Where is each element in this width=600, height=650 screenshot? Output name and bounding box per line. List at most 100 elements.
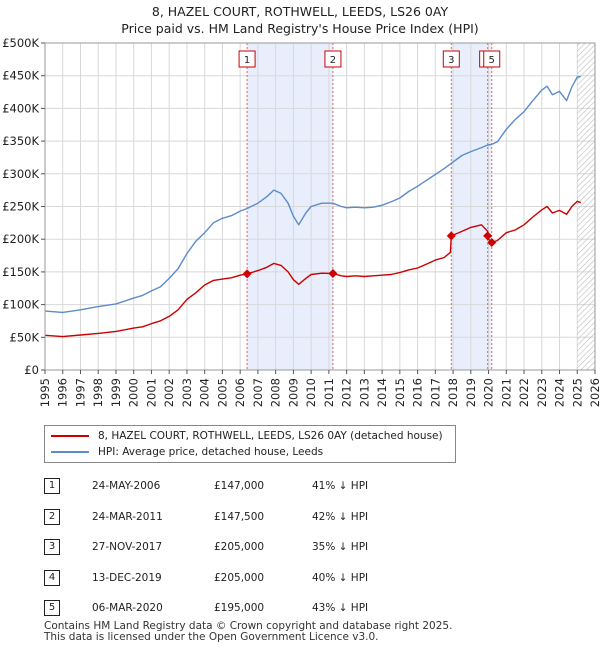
x-tick-label: 2024 [553, 378, 567, 407]
forecast-hatch [577, 43, 595, 370]
sale-2-label: 2 [330, 55, 336, 66]
legend-item-hpi: HPI: Average price, detached house, Leed… [45, 444, 323, 460]
transaction-price: £147,000 [214, 480, 265, 492]
footer: Contains HM Land Registry data © Crown c… [44, 621, 452, 643]
y-tick-label: £200K [2, 232, 39, 246]
transaction-date: 27-NOV-2017 [92, 541, 163, 553]
y-tick-label: £400K [2, 101, 39, 115]
transaction-row: 2 24-MAR-2011 £147,500 42% ↓ HPI [44, 507, 544, 527]
transaction-hpi-diff: 35% ↓ HPI [312, 541, 369, 553]
legend-label-property: 8, HAZEL COURT, ROTHWELL, LEEDS, LS26 0A… [98, 430, 443, 442]
x-tick-label: 2021 [499, 378, 513, 407]
x-tick-label: 2013 [357, 378, 371, 407]
x-tick-label: 1996 [56, 378, 70, 407]
legend-swatch-property [51, 435, 89, 437]
legend: 8, HAZEL COURT, ROTHWELL, LEEDS, LS26 0A… [44, 425, 456, 463]
transaction-hpi-diff: 42% ↓ HPI [312, 510, 369, 523]
chart-title: 8, HAZEL COURT, ROTHWELL, LEEDS, LS26 0A… [151, 4, 449, 19]
legend-label-hpi: HPI: Average price, detached house, Leed… [98, 446, 324, 458]
x-tick-label: 2008 [269, 378, 283, 407]
transaction-price: £195,000 [214, 602, 265, 614]
x-tick-label: 2022 [517, 378, 531, 407]
sale-3-marker [446, 231, 456, 241]
transaction-date: 13-DEC-2019 [92, 571, 162, 584]
x-tick-label: 2015 [393, 378, 407, 407]
x-tick-label: 2017 [428, 378, 442, 407]
sale-3-label: 3 [448, 55, 454, 66]
x-tick-label: 1999 [109, 378, 123, 407]
y-tick-label: £150K [2, 265, 39, 279]
x-tick-label: 2009 [286, 378, 300, 407]
forecast-region [577, 43, 595, 370]
x-tick-label: 2018 [446, 378, 460, 407]
sale-2-label-box [324, 50, 342, 68]
x-tick-label: 1995 [38, 378, 52, 407]
transaction-hpi-diff: 41% ↓ HPI [312, 480, 369, 492]
footer-line-1: Contains HM Land Registry data © Crown c… [44, 620, 453, 632]
x-tick-label: 2014 [375, 378, 389, 407]
x-tick-label: 2019 [464, 378, 478, 407]
transaction-date: 06-MAR-2020 [92, 602, 163, 614]
x-tick-label: 2001 [144, 378, 158, 407]
x-tick-label: 2025 [570, 378, 584, 407]
transaction-number: 1 [44, 478, 60, 494]
sale-1-label: 1 [244, 55, 250, 66]
sale-labels: 12345 [238, 50, 501, 68]
y-tick-label: £300K [2, 167, 39, 181]
series-lines [44, 75, 582, 338]
sale-1-marker [242, 269, 252, 279]
sale-5-label: 5 [489, 55, 495, 66]
x-tick-label: 2002 [162, 378, 176, 407]
sale-2-marker [328, 269, 338, 279]
sale-3-label-box [442, 50, 460, 68]
x-tick-label: 2016 [411, 378, 425, 407]
transaction-number: 5 [44, 600, 60, 616]
legend-item-property: 8, HAZEL COURT, ROTHWELL, LEEDS, LS26 0A… [45, 428, 443, 444]
sale-5-marker [487, 237, 497, 247]
x-tick-label: 2004 [198, 378, 212, 407]
transaction-price: £147,500 [214, 510, 265, 523]
hpi-line [44, 75, 581, 314]
transaction-date: 24-MAR-2011 [92, 510, 163, 523]
legend-swatch-hpi [51, 451, 89, 453]
gridlines [44, 42, 596, 371]
x-tick-label: 2012 [340, 378, 354, 407]
y-tick-label: £100K [2, 298, 39, 312]
x-tick-label: 2006 [233, 378, 247, 407]
price-chart: 12345 £0£50K£100K£150K£200K£250K£300K£35… [2, 36, 600, 407]
y-tick-label: £350K [2, 134, 39, 148]
y-tick-label: £0 [24, 363, 39, 377]
transaction-hpi-diff: 43% ↓ HPI [312, 602, 369, 614]
property-price-line [44, 200, 582, 338]
transaction-row: 1 24-MAY-2006 £147,000 41% ↓ HPI [44, 476, 544, 496]
x-tick-label: 2011 [322, 378, 336, 407]
transaction-hpi-diff: 40% ↓ HPI [312, 571, 369, 584]
y-tick-label: £50K [10, 330, 40, 344]
x-tick-label: 1997 [73, 378, 87, 407]
sale-date-lines [246, 43, 493, 370]
y-tick-label: £250K [2, 200, 39, 214]
transaction-date: 24-MAY-2006 [92, 480, 161, 492]
x-tick-label: 2007 [251, 378, 265, 407]
sale-markers [242, 231, 497, 279]
x-tick-label: 2023 [535, 378, 549, 407]
x-tick-label: 2026 [588, 378, 600, 407]
x-tick-label: 2010 [304, 378, 318, 407]
x-tick-label: 1998 [91, 378, 105, 407]
transaction-row: 3 27-NOV-2017 £205,000 35% ↓ HPI [44, 537, 544, 557]
sale-5-label-box [483, 50, 501, 68]
transaction-row: 4 13-DEC-2019 £205,000 40% ↓ HPI [44, 568, 544, 588]
chart-subtitle: Price paid vs. HM Land Registry's House … [121, 21, 479, 36]
transaction-number: 3 [44, 539, 60, 555]
x-tick-label: 2000 [127, 378, 141, 407]
footer-line-2: This data is licensed under the Open Gov… [44, 631, 379, 643]
y-tick-label: £500K [2, 36, 39, 50]
transaction-row: 5 06-MAR-2020 £195,000 43% ↓ HPI [44, 598, 544, 618]
axes: £0 £50K £100K £150K £200K £250K £300K £350K £400… [2, 36, 600, 407]
x-tick-label: 2020 [482, 378, 496, 407]
transaction-number: 4 [44, 569, 60, 586]
y-tick-label: £450K [2, 69, 39, 83]
x-tick-label: 2005 [215, 378, 229, 407]
sale-4-marker [483, 231, 493, 241]
x-tick-label: 2003 [180, 378, 194, 407]
